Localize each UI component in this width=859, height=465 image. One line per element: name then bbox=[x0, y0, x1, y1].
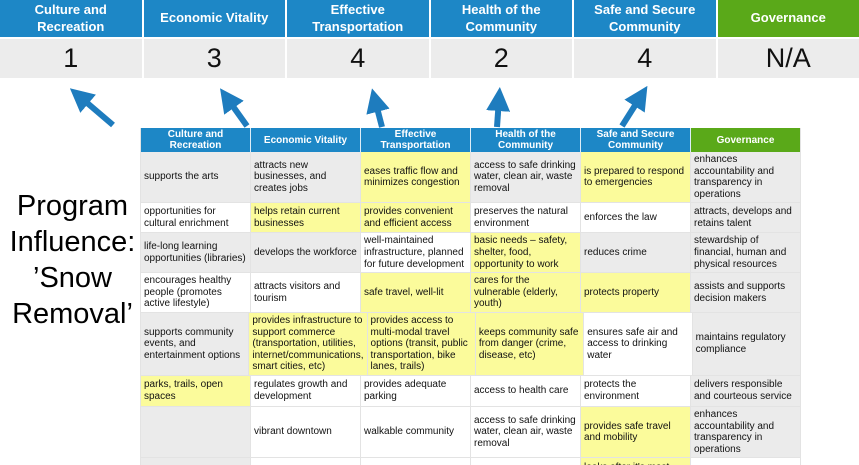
matrix-cell: is prepared to respond to emergencies bbox=[581, 152, 691, 204]
matrix-cell: walkable community bbox=[361, 406, 471, 459]
matrix-cell: stewardship of financial, human and phys… bbox=[691, 233, 801, 274]
matrix-cell: parks, trails, open spaces bbox=[141, 375, 251, 407]
program-title: Program Influence: ’Snow Removal’ bbox=[0, 188, 145, 332]
summary-value-3: 2 bbox=[430, 39, 572, 78]
summary-header-2: Effective Transportation bbox=[287, 0, 429, 37]
matrix-header-4: Safe and Secure Community bbox=[581, 128, 691, 152]
matrix-cell: safe travel, well-lit bbox=[361, 273, 471, 313]
matrix-cell: provides safe travel and mobility bbox=[581, 406, 691, 459]
up-arrow-icon-2 bbox=[220, 88, 250, 128]
matrix-header-row: Culture and Recreation Economic Vitality E… bbox=[141, 128, 801, 152]
matrix-cell: provides access to multi-modal travel op… bbox=[367, 312, 476, 376]
matrix-row-3: life-long learning opportunities (librar… bbox=[141, 233, 801, 274]
summary-strip: Culture and Recreation Economic Vitality E… bbox=[0, 0, 859, 78]
up-arrow-icon-3 bbox=[366, 88, 390, 128]
matrix-cell: provides adequate parking bbox=[361, 375, 471, 407]
matrix-cell: enhances accountability and transparency… bbox=[691, 152, 801, 204]
matrix-cell: provides infrastructure to support comme… bbox=[249, 312, 368, 376]
matrix-cell: looks after it's most vulnerable bbox=[581, 458, 691, 465]
matrix-row-1: supports the arts attracts new businesses… bbox=[141, 152, 801, 204]
matrix-cell: cares for the vulnerable (elderly, youth… bbox=[471, 273, 581, 313]
matrix-cell: ensures safe air and access to drinking … bbox=[584, 312, 693, 376]
matrix-row-4: encourages healthy people (promotes acti… bbox=[141, 273, 801, 313]
matrix-body: supports the arts attracts new businesses… bbox=[141, 152, 801, 465]
program-title-line: Removal’ bbox=[12, 298, 133, 330]
summary-value-0: 1 bbox=[0, 39, 142, 78]
up-arrow-icon-1 bbox=[69, 88, 115, 128]
matrix-cell: encourages healthy people (promotes acti… bbox=[141, 273, 251, 313]
matrix-cell: vibrant downtown bbox=[251, 406, 361, 459]
matrix-cell: supports community events, and entertain… bbox=[141, 312, 250, 376]
matrix-cell: access to health care bbox=[471, 375, 581, 407]
matrix-cell bbox=[471, 458, 581, 465]
matrix-row-5: supports community events, and entertain… bbox=[141, 312, 801, 376]
matrix-cell: access to safe drinking water, clean air… bbox=[471, 406, 581, 459]
matrix-cell bbox=[361, 458, 471, 465]
matrix-cell: assists and supports decision makers bbox=[691, 273, 801, 313]
matrix-cell: enforces the law bbox=[581, 203, 691, 234]
summary-header-4: Safe and Secure Community bbox=[574, 0, 716, 37]
matrix-row-7: vibrant downtown walkable community access… bbox=[141, 406, 801, 459]
matrix-header-2: Effective Transportation bbox=[361, 128, 471, 152]
summary-header-row: Culture and Recreation Economic Vitality E… bbox=[0, 0, 859, 37]
matrix-cell: well-maintained infrastructure, planned … bbox=[361, 233, 471, 274]
matrix-cell: reduces crime bbox=[581, 233, 691, 274]
matrix-cell: provides convenient and efficient access bbox=[361, 203, 471, 234]
summary-value-2: 4 bbox=[287, 39, 429, 78]
up-arrow-icon-5 bbox=[619, 85, 648, 128]
matrix-cell: preserves the natural environment bbox=[471, 203, 581, 234]
matrix-cell: protects property bbox=[581, 273, 691, 313]
matrix-header-0: Culture and Recreation bbox=[141, 128, 251, 152]
summary-value-4: 4 bbox=[574, 39, 716, 78]
matrix-cell: attracts new businesses, and creates job… bbox=[251, 152, 361, 204]
matrix-cell: delivers responsible and courteous servi… bbox=[691, 375, 801, 407]
matrix-row-2: opportunities for cultural enrichment hel… bbox=[141, 203, 801, 234]
matrix-cell: attracts, develops and retains talent bbox=[691, 203, 801, 234]
matrix-cell bbox=[141, 406, 251, 459]
matrix-header-1: Economic Vitality bbox=[251, 128, 361, 152]
summary-header-5: Governance bbox=[717, 0, 859, 37]
matrix-cell: supports the arts bbox=[141, 152, 251, 204]
matrix-header-3: Health of the Community bbox=[471, 128, 581, 152]
matrix-cell: opportunities for cultural enrichment bbox=[141, 203, 251, 234]
influence-matrix: Culture and Recreation Economic Vitality E… bbox=[140, 128, 801, 465]
program-title-line: ’Snow bbox=[33, 262, 112, 294]
matrix-cell: develops the workforce bbox=[251, 233, 361, 274]
matrix-cell: helps retain current businesses bbox=[251, 203, 361, 234]
matrix-cell: life-long learning opportunities (librar… bbox=[141, 233, 251, 274]
matrix-cell bbox=[141, 458, 251, 465]
summary-value-row: 1 3 4 2 4 N/A bbox=[0, 37, 859, 78]
matrix-cell: access to safe drinking water, clean air… bbox=[471, 152, 581, 204]
program-title-line: Program bbox=[16, 190, 129, 222]
summary-header-0: Culture and Recreation bbox=[0, 0, 142, 37]
matrix-cell: keeps community safe from danger (crime,… bbox=[475, 312, 585, 376]
influence-arrows bbox=[69, 85, 648, 128]
up-arrow-icon-4 bbox=[486, 87, 511, 128]
matrix-header-5: Governance bbox=[691, 128, 801, 152]
matrix-cell: maintains regulatory compliance bbox=[692, 312, 801, 376]
matrix-cell: basic needs – safety, shelter, food, opp… bbox=[471, 233, 581, 274]
matrix-row-6: parks, trails, open spaces regulates grow… bbox=[141, 375, 801, 407]
matrix-cell: protects the environment bbox=[581, 375, 691, 407]
summary-value-5: N/A bbox=[717, 39, 859, 78]
program-title-line: Influence: bbox=[9, 226, 136, 258]
matrix-cell bbox=[691, 458, 801, 465]
matrix-cell: enhances accountability and transparency… bbox=[691, 406, 801, 459]
summary-value-1: 3 bbox=[143, 39, 285, 78]
summary-header-1: Economic Vitality bbox=[143, 0, 285, 37]
summary-header-3: Health of the Community bbox=[430, 0, 572, 37]
matrix-cell: eases traffic flow and minimizes congest… bbox=[361, 152, 471, 204]
matrix-row-8: looks after it's most vulnerable bbox=[141, 458, 801, 465]
matrix-cell: attracts visitors and tourism bbox=[251, 273, 361, 313]
matrix-cell: regulates growth and development bbox=[251, 375, 361, 407]
matrix-cell bbox=[251, 458, 361, 465]
